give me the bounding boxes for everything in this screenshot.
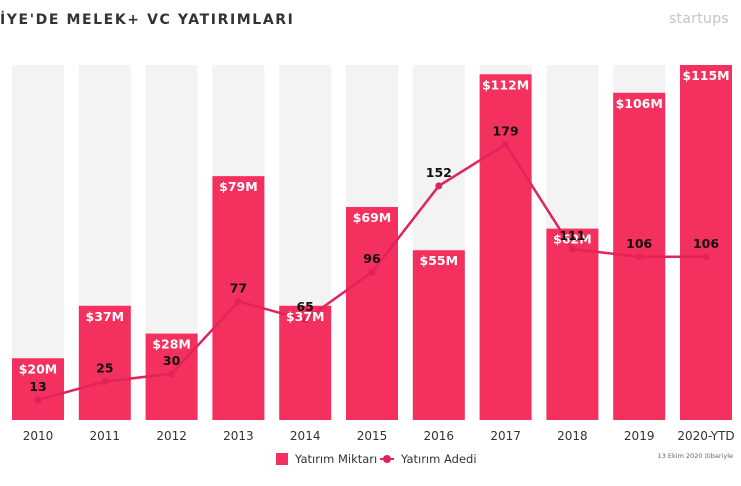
- count-point: [568, 245, 576, 253]
- count-point: [101, 378, 109, 385]
- chart-title: İYE'DE MELEK+ VC YATIRIMLARI: [0, 12, 295, 28]
- x-tick-label: 2015: [357, 429, 388, 443]
- count-value-label: 65: [296, 299, 313, 314]
- count-value-label: 13: [29, 379, 46, 394]
- bar-value-label: $69M: [353, 210, 392, 225]
- x-tick-label: 2012: [156, 429, 187, 443]
- bar-2014: [279, 305, 332, 420]
- count-value-label: 106: [626, 236, 652, 251]
- bar-value-label: $62M: [553, 232, 592, 247]
- count-value-label: 106: [693, 236, 719, 251]
- bar-value-label: $37M: [286, 309, 325, 324]
- x-tick-label: 2020-YTD: [677, 429, 734, 443]
- bar-2018: [546, 228, 599, 420]
- x-axis-ticks: 2010 2011 2012 2013 2014 2015 2016 2017 2018 2019…: [23, 429, 735, 443]
- brand-logo-text: startups: [668, 11, 729, 27]
- legend-bar-swatch: [276, 453, 288, 465]
- count-value-label: 30: [163, 353, 181, 368]
- bar-value-label: $112M: [482, 77, 529, 92]
- bar-value-label: $20M: [19, 361, 58, 376]
- legend-item-bar: Yatırım Miktarı: [276, 452, 377, 466]
- count-point: [635, 253, 643, 261]
- bar-value-label: $37M: [86, 309, 125, 324]
- x-tick-label: 2016: [424, 429, 455, 443]
- x-tick-label: 2019: [624, 429, 655, 443]
- x-tick-label: 2014: [290, 429, 321, 443]
- count-value-label: 179: [493, 123, 519, 138]
- count-point: [502, 140, 510, 148]
- bar-value-label: $55M: [420, 253, 459, 268]
- bar-2015: [346, 207, 398, 420]
- count-point: [34, 396, 42, 404]
- legend-line-swatch: [380, 455, 394, 463]
- legend-line-label: Yatırım Adedi: [401, 452, 477, 466]
- count-point: [435, 182, 443, 190]
- bar-2020-YTD: [680, 65, 732, 420]
- bar-value-label: $115M: [682, 68, 729, 83]
- count-value-label: 152: [426, 165, 452, 180]
- bar-2017: [479, 74, 532, 421]
- count-value-label: 77: [230, 280, 247, 295]
- legend: Yatırım Miktarı Yatırım Adedi: [0, 452, 741, 468]
- bar-2016: [412, 250, 465, 420]
- legend-bar-label: Yatırım Miktarı: [295, 452, 378, 466]
- footnote: 13 Ekim 2020 itibariyle: [657, 452, 733, 460]
- x-tick-label: 2018: [557, 429, 588, 443]
- bar-2011: [78, 305, 131, 420]
- bar-value-label: $106M: [616, 96, 663, 111]
- bar-2010: [12, 358, 64, 420]
- count-point: [368, 268, 376, 276]
- count-point: [234, 297, 242, 305]
- count-value-label: 25: [96, 361, 113, 376]
- legend-item-line: Yatırım Adedi: [380, 452, 477, 466]
- bar-value-label: $28M: [152, 337, 191, 352]
- x-tick-label: 2011: [90, 429, 121, 443]
- x-tick-label: 2017: [490, 429, 521, 443]
- bar-value-label: $79M: [219, 179, 258, 194]
- x-tick-label: 2010: [23, 429, 54, 443]
- count-point: [168, 370, 176, 378]
- label-layer: $20M $37M $28M $79M $37M $69M $55M $112M $62M $10…: [19, 68, 730, 394]
- count-point: [702, 253, 710, 261]
- count-value-label: 111: [559, 228, 585, 243]
- count-point: [301, 316, 309, 324]
- count-value-label: 96: [363, 251, 381, 266]
- x-tick-label: 2013: [223, 429, 254, 443]
- line-layer: [34, 140, 710, 404]
